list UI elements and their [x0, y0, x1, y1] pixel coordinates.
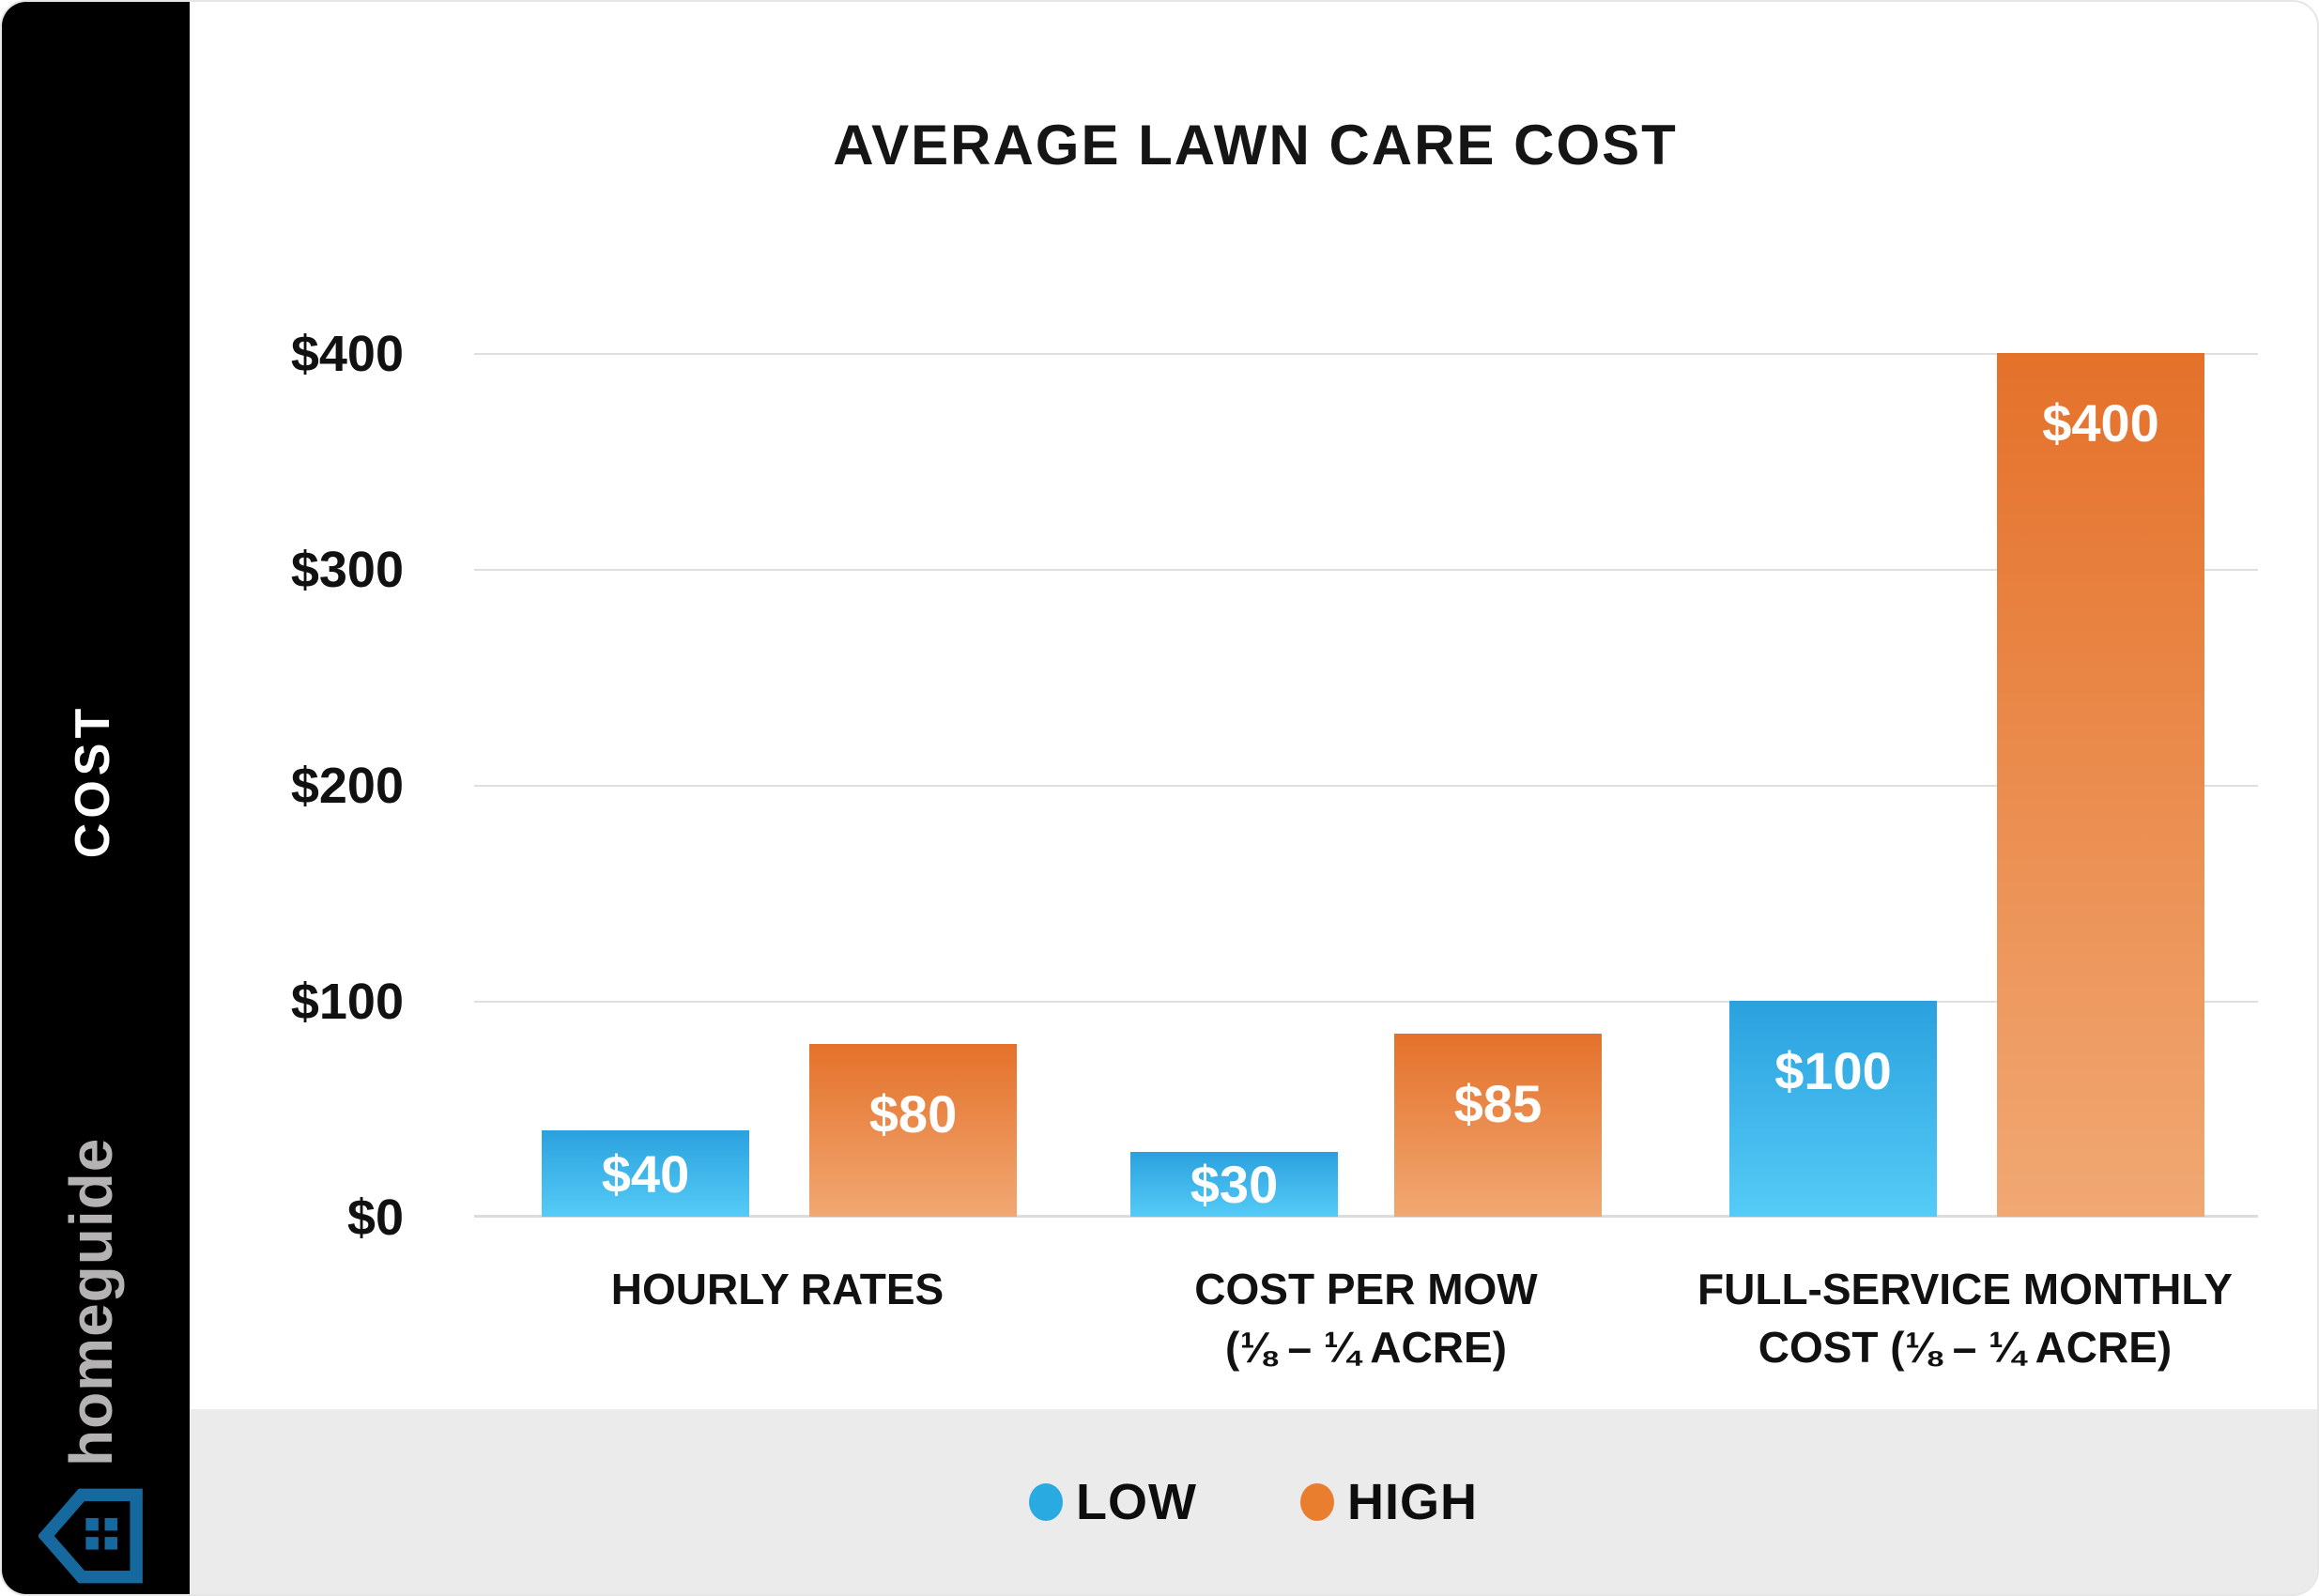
category-label-hourly-rates: HOURLY RATES: [421, 1260, 1134, 1318]
plot-area: $40 $80 $30 $85 $100 $400: [474, 353, 2258, 1218]
legend-item-high: HIGH: [1299, 1473, 1478, 1531]
bar-value-label: $80: [868, 1084, 958, 1143]
y-axis-title: COST: [66, 703, 120, 859]
ytick-0: $0: [346, 1189, 404, 1246]
bar-monthly-high: $400: [1997, 353, 2204, 1217]
bar-value-label: $40: [601, 1143, 690, 1204]
category-label-full-service: FULL-SERVICE MONTHLY COST (⅛ – ¼ ACRE): [1608, 1260, 2317, 1376]
chart-title: AVERAGE LAWN CARE COST: [833, 114, 1678, 176]
bar-monthly-low: $100: [1729, 1001, 1937, 1217]
category-line2: COST (⅛ – ¼ ACRE): [1758, 1323, 2173, 1372]
category-label-cost-per-mow: COST PER MOW (⅛ – ¼ ACRE): [1009, 1260, 1723, 1376]
category-line1: FULL-SERVICE MONTHLY: [1697, 1265, 2233, 1313]
category-line1: COST PER MOW: [1194, 1265, 1538, 1313]
legend-dot-high: [1299, 1482, 1334, 1521]
ytick-400: $400: [290, 326, 404, 382]
homeguide-logo: homeguide: [30, 1063, 152, 1588]
gridline-100: [474, 1001, 2258, 1003]
legend-label-high: HIGH: [1346, 1473, 1478, 1530]
category-line1: HOURLY RATES: [610, 1265, 944, 1313]
homeguide-house-icon: [38, 1488, 143, 1584]
sidebar: COST homeguide: [2, 2, 190, 1594]
bar-value-label: $400: [2042, 393, 2159, 453]
bar-value-label: $100: [1774, 1041, 1892, 1100]
category-line2: (⅛ – ¼ ACRE): [1225, 1323, 1507, 1372]
homeguide-logo-text: homeguide: [57, 1137, 125, 1466]
bar-value-label: $85: [1453, 1074, 1543, 1133]
gridline-300: [474, 569, 2258, 571]
bar-hourly-low: $40: [542, 1130, 749, 1217]
ytick-300: $300: [290, 542, 404, 598]
bar-value-label: $30: [1190, 1155, 1279, 1214]
legend: LOW HIGH: [190, 1409, 2317, 1594]
gridline-400: [474, 353, 2258, 355]
legend-item-low: LOW: [1029, 1473, 1197, 1531]
bar-per-mow-low: $30: [1130, 1152, 1338, 1217]
gridline-200: [474, 785, 2258, 787]
legend-label-low: LOW: [1076, 1473, 1197, 1530]
bar-hourly-high: $80: [809, 1044, 1017, 1217]
bar-per-mow-high: $85: [1394, 1034, 1602, 1217]
ytick-100: $100: [290, 974, 404, 1030]
legend-dot-low: [1029, 1482, 1064, 1521]
ytick-200: $200: [290, 758, 404, 814]
x-axis-line: [474, 1215, 2258, 1218]
